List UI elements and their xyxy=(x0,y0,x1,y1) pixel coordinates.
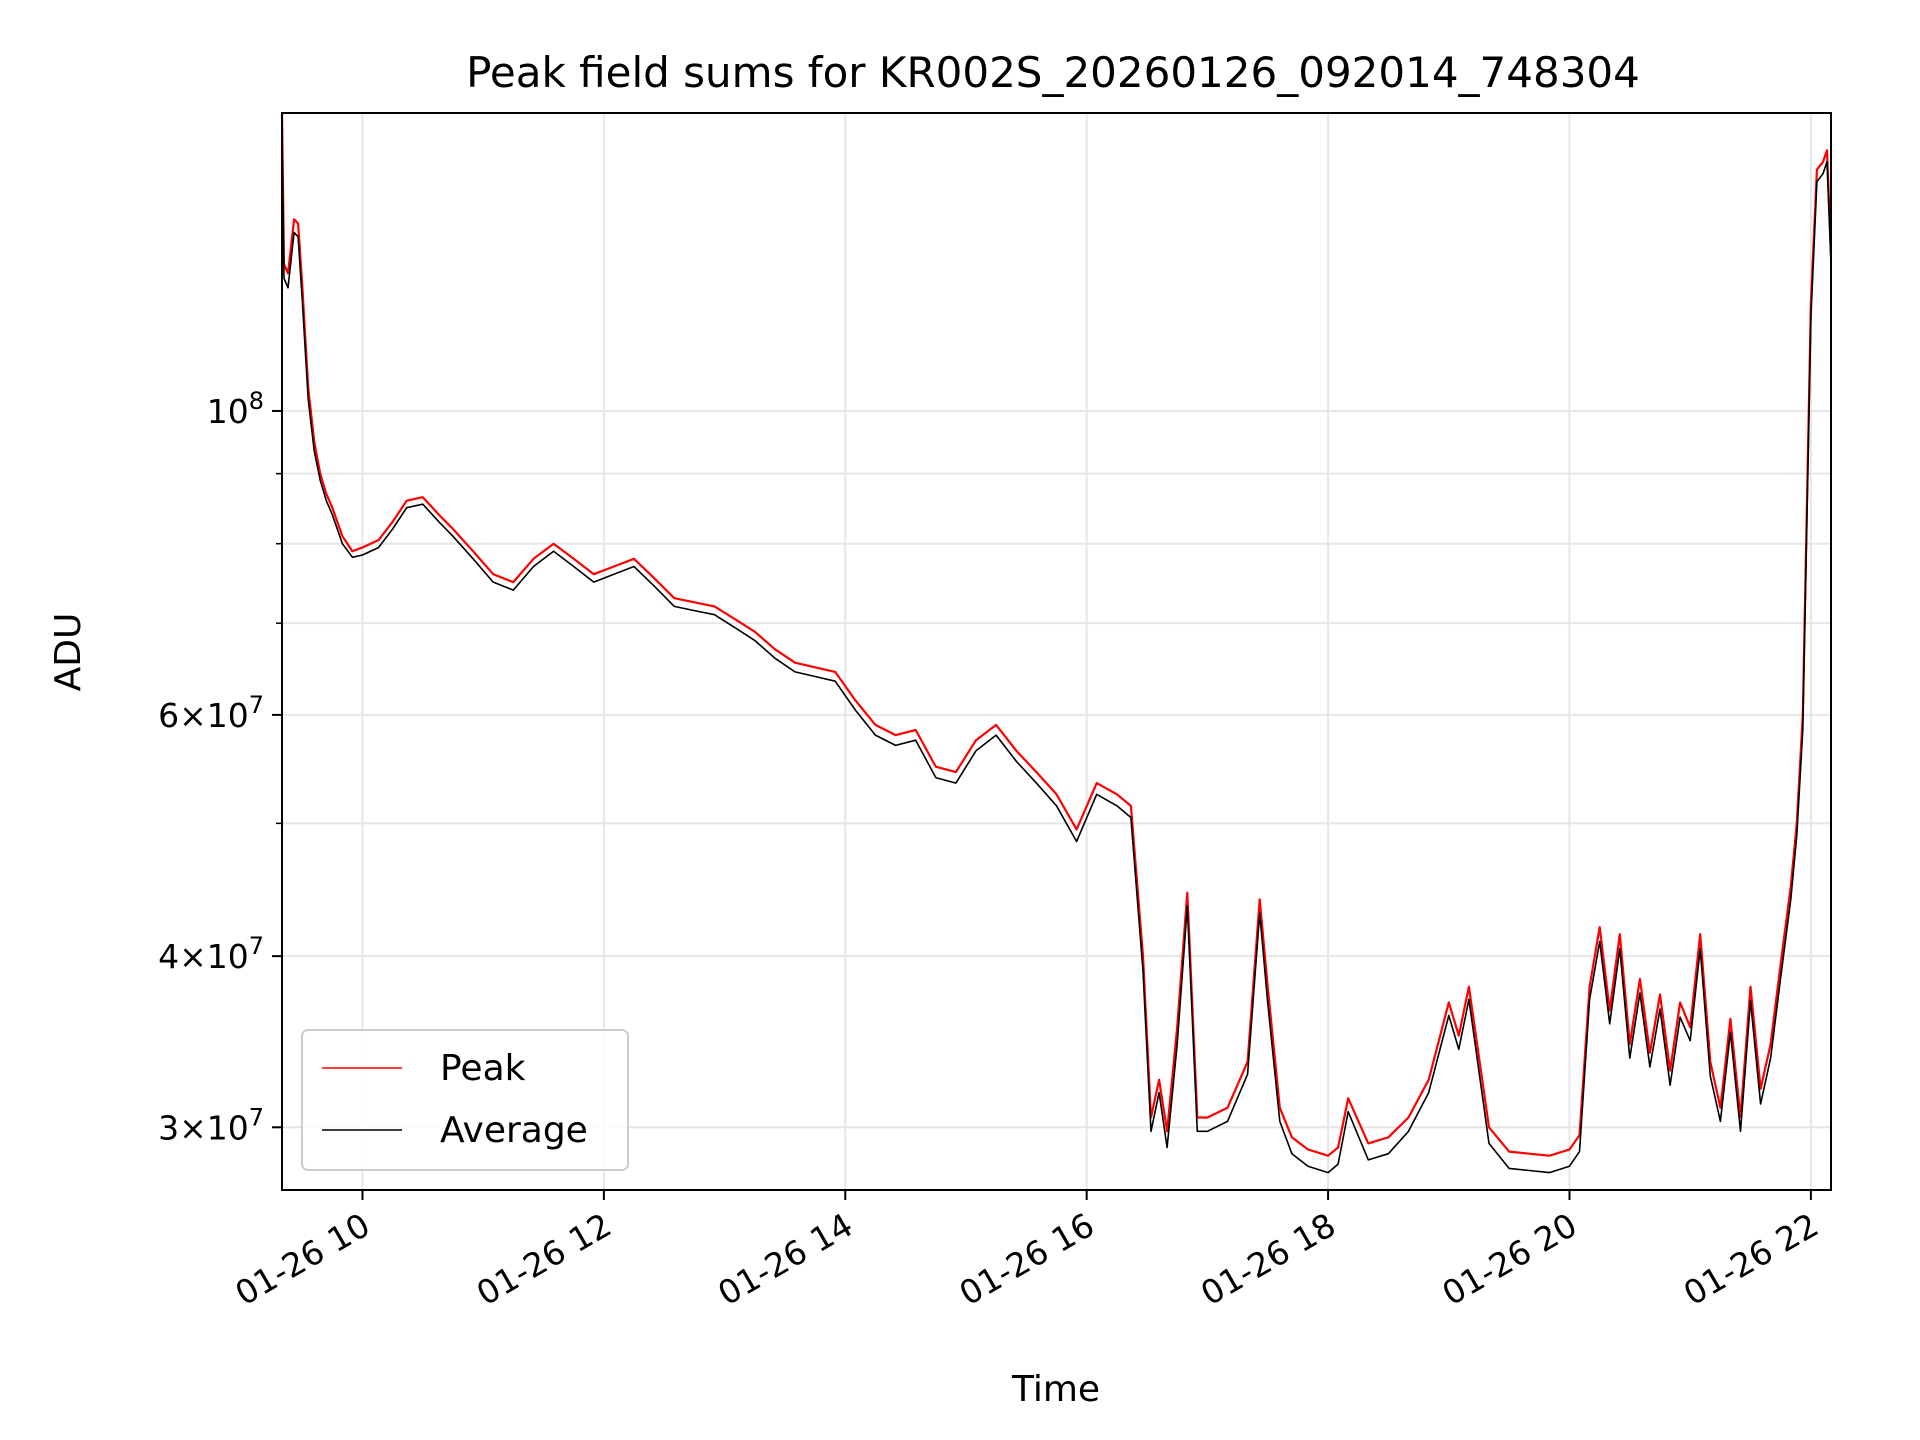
y-tick-times: ×10 xyxy=(179,1108,249,1147)
plot-series xyxy=(280,112,1833,1174)
y-tick-exponent: 8 xyxy=(249,387,264,415)
y-axis-label: ADU xyxy=(48,613,89,692)
y-tick-exponent: 7 xyxy=(249,691,264,719)
y-tick-exponent: 7 xyxy=(249,932,264,960)
y-tick-coef: 3 xyxy=(158,1108,179,1147)
chart-title: Peak field sums for KR002S_20260126_0920… xyxy=(466,48,1640,97)
y-tick-label: 3×107 xyxy=(158,1103,264,1147)
y-tick-coef: 6 xyxy=(158,696,179,735)
x-axis-label: Time xyxy=(1011,1369,1100,1410)
legend-label-average: Average xyxy=(440,1110,588,1151)
y-tick-base: 10 xyxy=(207,392,249,431)
grid-lines xyxy=(282,113,1831,1190)
legend: Peak Average xyxy=(301,1029,629,1171)
y-tick-exponent: 7 xyxy=(249,1103,264,1131)
series-line-average xyxy=(281,131,1832,1174)
y-tick-times: ×10 xyxy=(179,937,249,976)
y-tick-label: 6×107 xyxy=(158,691,264,735)
legend-label-peak: Peak xyxy=(440,1048,526,1089)
y-tick-coef: 4 xyxy=(158,937,179,976)
y-tick-times: ×10 xyxy=(179,696,249,735)
series-line-peak xyxy=(280,112,1833,1157)
plot-frame xyxy=(281,112,1832,1191)
y-tick-label: 4×107 xyxy=(158,932,264,976)
y-tick-label: 108 xyxy=(207,387,264,431)
legend-box xyxy=(301,1029,629,1171)
